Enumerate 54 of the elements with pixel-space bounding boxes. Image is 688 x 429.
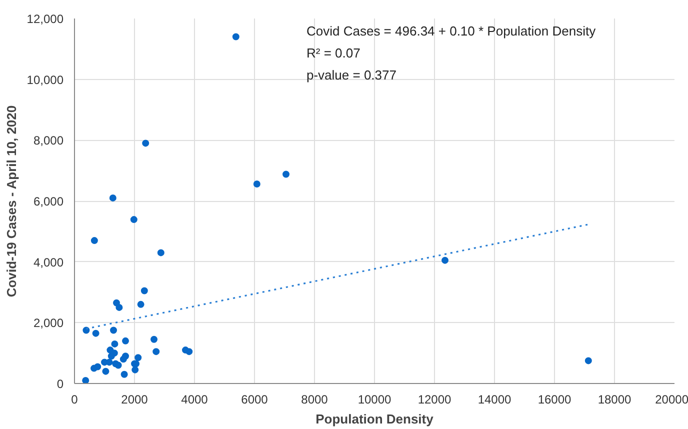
y-tick-label: 8,000 xyxy=(33,134,64,148)
y-tick-label: 6,000 xyxy=(33,194,64,208)
point xyxy=(111,340,118,348)
x-tick-label: 10000 xyxy=(358,392,392,406)
y-axis-title: Covid-19 Cases - April 10, 2020 xyxy=(4,105,19,298)
point xyxy=(584,357,592,364)
x-tick-label: 2000 xyxy=(121,392,148,406)
point xyxy=(120,356,127,363)
point xyxy=(142,140,150,147)
point xyxy=(120,370,128,378)
point xyxy=(109,194,116,202)
point xyxy=(232,33,240,40)
x-tick-label: 6000 xyxy=(241,392,268,406)
point xyxy=(134,354,142,362)
y-tick-label: 2,000 xyxy=(33,316,64,330)
point xyxy=(82,376,90,384)
point xyxy=(186,348,193,356)
point xyxy=(110,326,117,334)
point xyxy=(108,352,115,360)
point xyxy=(152,348,160,356)
x-tick-label: 18000 xyxy=(598,392,632,406)
x-tick-label: 14000 xyxy=(478,392,512,406)
x-axis-title: Population Density xyxy=(316,412,434,426)
point xyxy=(132,366,139,374)
point xyxy=(140,287,148,294)
x-tick-label: 8000 xyxy=(301,392,328,406)
x-tick-label: 16000 xyxy=(538,392,572,406)
point xyxy=(102,368,110,375)
point xyxy=(94,363,102,370)
y-tick-label: 0 xyxy=(56,377,64,391)
point xyxy=(90,237,98,244)
point xyxy=(116,304,123,311)
point xyxy=(114,362,122,369)
x-tick-label: 12000 xyxy=(418,392,452,406)
y-tick-label: 4,000 xyxy=(33,255,64,270)
x-tick-label: 4000 xyxy=(181,392,208,406)
point xyxy=(253,180,260,188)
y-tick-label: 12,000 xyxy=(26,12,64,26)
annotation: R² = 0.07 xyxy=(306,46,360,60)
point xyxy=(82,326,90,334)
point xyxy=(442,256,448,264)
point xyxy=(92,330,100,337)
point xyxy=(122,337,129,344)
x-tick-label: 20000 xyxy=(655,392,688,406)
annotation: p-value = 0.377 xyxy=(306,68,396,82)
point xyxy=(150,336,158,343)
annotation: Covid Cases = 496.34 + 0.10 * Population Density xyxy=(306,24,596,38)
point xyxy=(106,358,113,366)
point xyxy=(137,300,144,308)
point xyxy=(282,170,290,178)
point xyxy=(157,249,164,256)
y-tick-label: 10,000 xyxy=(26,72,64,87)
x-tick-label: 0 xyxy=(71,392,78,406)
point xyxy=(130,216,138,224)
